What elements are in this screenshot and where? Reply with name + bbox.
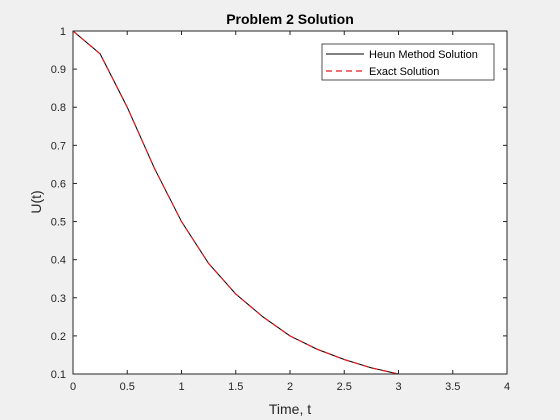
y-tick-label: 0.5	[51, 217, 66, 229]
y-tick-label: 0.2	[51, 331, 66, 343]
chart-title: Problem 2 Solution	[226, 11, 354, 27]
y-tick-label: 0.3	[51, 293, 66, 305]
y-axis-label: U(t)	[28, 190, 44, 213]
y-tick-label: 0.4	[51, 255, 66, 267]
series-exact-line	[73, 31, 403, 374]
axes-box	[72, 30, 508, 375]
x-tick-label: 1	[178, 381, 184, 393]
x-tick-label: 0	[70, 381, 76, 393]
legend-label-exact: Exact Solution	[369, 66, 439, 78]
x-tick-label: 2.5	[337, 381, 352, 393]
plot-area	[73, 31, 507, 374]
legend-box	[321, 43, 495, 81]
x-tick-label: 4	[504, 381, 510, 393]
series-layer	[73, 31, 403, 374]
y-tick-label: 0.9	[51, 64, 66, 76]
legend-label-heun: Heun Method Solution	[369, 49, 478, 61]
y-tick-label: 0.7	[51, 140, 66, 152]
x-tick-label: 0.5	[120, 381, 135, 393]
x-tick-label: 3	[395, 381, 401, 393]
y-tick-label: 0.6	[51, 178, 66, 190]
x-tick-label: 3.5	[445, 381, 460, 393]
y-tick-label: 1	[60, 26, 66, 38]
x-tick-label: 2	[287, 381, 293, 393]
axis-ticks: 0 0.5 1 1.5 2 2.5 3 3.5 4 0.1 0.2 0.3 0.4 0.5 0.6 0.7 0.…	[51, 26, 510, 393]
y-tick-label: 0.1	[51, 369, 66, 381]
legend: Heun Method Solution Exact Solution	[321, 43, 495, 81]
x-tick-label: 1.5	[228, 381, 243, 393]
x-axis-label: Time, t	[269, 401, 311, 417]
y-tick-label: 0.8	[51, 102, 66, 114]
